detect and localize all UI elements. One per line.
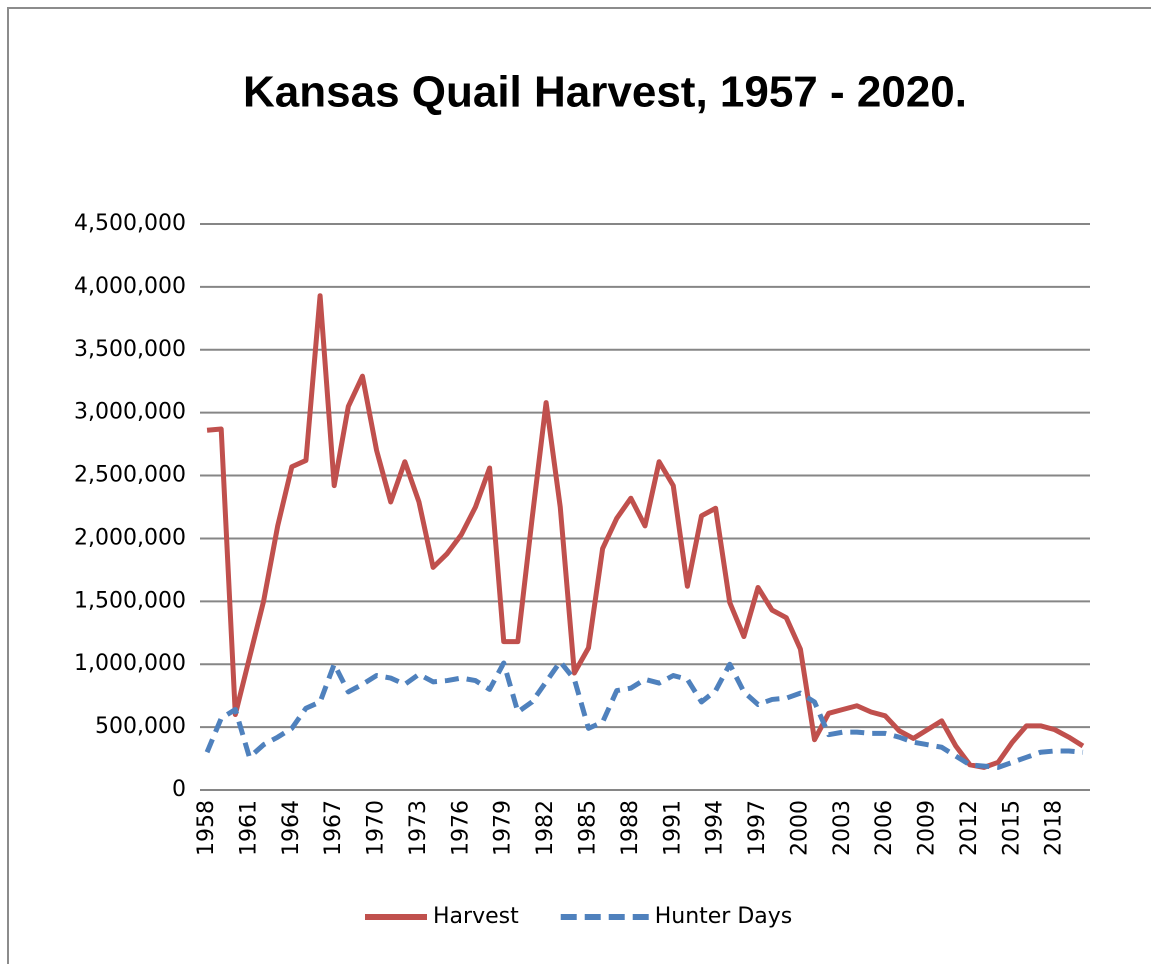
x-tick-label: 1973 [406, 800, 431, 856]
legend-label: Hunter Days [655, 904, 793, 929]
x-tick-label: 1994 [703, 800, 728, 856]
x-tick-label: 1991 [660, 800, 685, 856]
x-tick-label: 2003 [830, 800, 855, 856]
y-tick-label: 0 [172, 777, 186, 802]
y-tick-label: 1,000,000 [74, 651, 186, 676]
legend-label: Harvest [433, 904, 519, 929]
y-tick-label: 4,000,000 [74, 274, 186, 299]
x-tick-label: 2015 [999, 800, 1024, 856]
x-tick-label: 1979 [491, 800, 516, 856]
line-series [206, 293, 1085, 770]
x-tick-label: 1964 [279, 800, 304, 856]
y-tick-label: 4,500,000 [74, 211, 186, 236]
chart-title: Kansas Quail Harvest, 1957 - 2020. [243, 68, 967, 117]
y-tick-label: 500,000 [95, 714, 186, 739]
x-tick-label: 1967 [321, 800, 346, 856]
x-tick-label: 1970 [364, 800, 389, 856]
x-tick-label: 2012 [957, 800, 982, 856]
x-tick-label: 1988 [618, 800, 643, 856]
line-series [204, 659, 1084, 770]
chart-frame [7, 7, 1151, 964]
y-tick-label: 2,000,000 [74, 525, 186, 550]
y-tick-label: 2,500,000 [74, 463, 186, 488]
x-tick-label: 1961 [236, 800, 261, 856]
y-tick-label: 3,000,000 [74, 400, 186, 425]
x-tick-label: 1976 [448, 800, 473, 856]
x-tick-label: 1985 [575, 800, 600, 856]
x-tick-label: 1958 [194, 800, 219, 856]
x-tick-label: 2000 [787, 800, 812, 856]
y-tick-label: 1,500,000 [74, 588, 186, 613]
y-tick-label: 3,500,000 [74, 337, 186, 362]
x-tick-label: 1982 [533, 800, 558, 856]
x-tick-label: 1997 [745, 800, 770, 856]
x-tick-label: 2006 [872, 800, 897, 856]
x-tick-label: 2009 [915, 800, 940, 856]
x-tick-label: 2018 [1042, 800, 1067, 856]
